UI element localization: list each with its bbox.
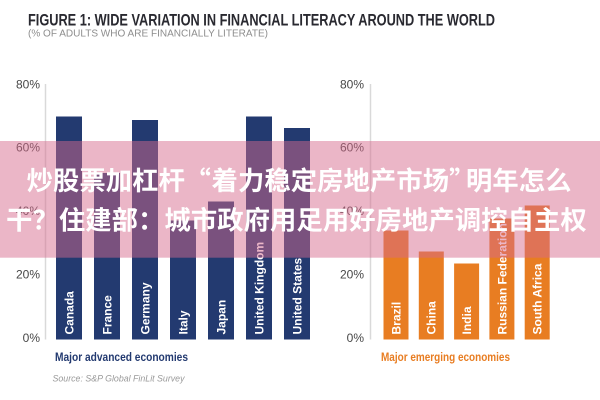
svg-text:China: China bbox=[425, 301, 439, 335]
svg-text:0%: 0% bbox=[347, 331, 365, 345]
svg-text:United Kingdom: United Kingdom bbox=[252, 242, 266, 335]
svg-text:United States: United States bbox=[290, 257, 304, 334]
svg-text:20%: 20% bbox=[16, 268, 40, 282]
svg-text:20%: 20% bbox=[340, 268, 364, 282]
svg-text:0%: 0% bbox=[23, 331, 41, 345]
svg-text:Major advanced economies: Major advanced economies bbox=[55, 352, 188, 364]
svg-text:France: France bbox=[100, 295, 114, 335]
svg-text:Source: S&P Global FinLit Surv: Source: S&P Global FinLit Survey bbox=[53, 374, 186, 385]
svg-text:Germany: Germany bbox=[138, 282, 152, 334]
svg-text:Major emerging economies: Major emerging economies bbox=[381, 352, 510, 364]
svg-text:80%: 80% bbox=[340, 77, 364, 91]
svg-text:Russian Federation: Russian Federation bbox=[495, 223, 509, 334]
svg-text:Italy: Italy bbox=[176, 310, 190, 334]
svg-text:(% OF ADULTS WHO ARE FINANCIAL: (% OF ADULTS WHO ARE FINANCIALLY LITERAT… bbox=[28, 29, 268, 40]
svg-text:South Africa: South Africa bbox=[531, 263, 545, 334]
svg-text:Canada: Canada bbox=[62, 291, 76, 335]
svg-text:India: India bbox=[460, 306, 474, 334]
svg-text:60%: 60% bbox=[16, 141, 40, 155]
svg-text:60%: 60% bbox=[340, 141, 364, 155]
svg-text:80%: 80% bbox=[16, 77, 40, 91]
svg-text:FIGURE 1: WIDE VARIATION IN FI: FIGURE 1: WIDE VARIATION IN FINANCIAL LI… bbox=[28, 12, 495, 30]
svg-text:Brazil: Brazil bbox=[389, 302, 403, 335]
svg-text:Japan: Japan bbox=[214, 300, 228, 335]
